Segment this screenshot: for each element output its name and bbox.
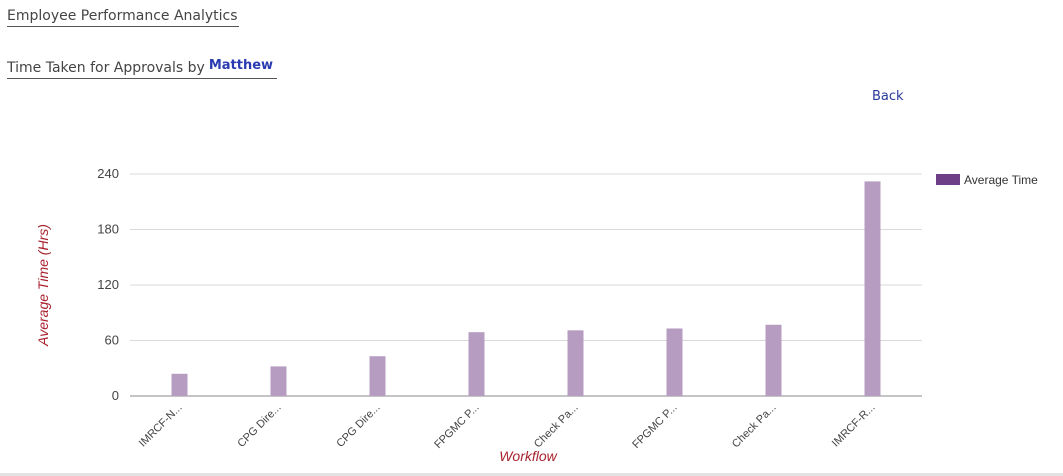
y-tick-label: 0: [112, 388, 119, 403]
y-tick-label: 240: [97, 166, 119, 181]
x-tick-label: Check Pa...: [532, 402, 581, 451]
x-tick-label: FPGMC P...: [432, 402, 481, 451]
chart-heading-prefix: Time Taken for Approvals by: [7, 60, 205, 76]
y-axis-title: Average Time (Hrs): [35, 224, 51, 347]
x-tick-label: Check Pa...: [730, 402, 779, 451]
bar: [864, 181, 881, 396]
bar: [369, 356, 386, 396]
x-axis-title: Workflow: [499, 448, 557, 464]
legend-label: Average Time: [964, 173, 1038, 187]
bar: [468, 332, 485, 396]
bar: [666, 328, 683, 396]
back-link[interactable]: Back: [872, 89, 904, 104]
y-tick-label: 180: [97, 222, 119, 237]
chart-heading: Time Taken for Approvals by Matthew: [7, 58, 278, 79]
x-tick-label: IMRCF-R...: [830, 402, 878, 450]
y-tick-label: 120: [97, 277, 119, 292]
bar: [765, 324, 782, 396]
legend-swatch: [936, 174, 960, 185]
page-title: Employee Performance Analytics: [7, 8, 239, 27]
x-tick-label: CPG Dire...: [334, 402, 382, 450]
bar: [171, 373, 188, 396]
employee-name: Matthew: [208, 58, 274, 73]
x-tick-label: IMRCF-N...: [137, 402, 185, 450]
x-tick-label: FPGMC P...: [630, 402, 679, 451]
bottom-divider: [0, 473, 1063, 476]
bar: [270, 366, 287, 396]
x-tick-label: CPG Dire...: [235, 402, 283, 450]
y-tick-label: 60: [105, 333, 119, 348]
bar: [567, 330, 584, 396]
